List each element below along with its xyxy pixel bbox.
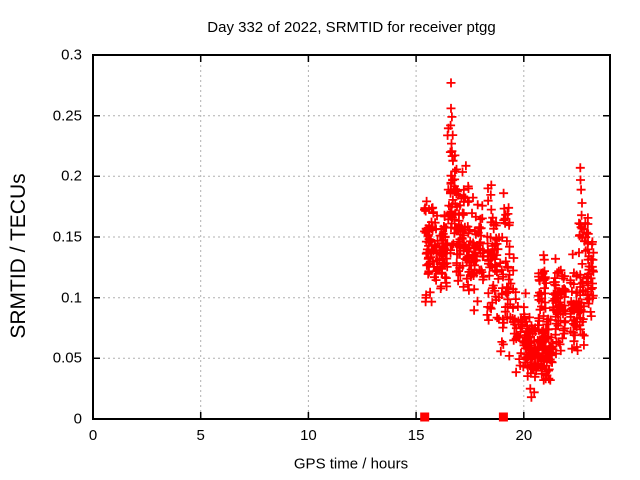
chart-title: Day 332 of 2022, SRMTID for receiver ptg… <box>207 19 496 36</box>
scatter-points <box>420 78 598 402</box>
y-tick-label: 0.3 <box>61 46 82 64</box>
y-tick-label: 0.15 <box>52 228 82 246</box>
axis-marker-square <box>498 412 508 422</box>
tick-marks <box>92 54 610 420</box>
x-axis-label: GPS time / hours <box>293 455 409 473</box>
y-tick-label: 0 <box>73 410 82 428</box>
y-tick-label: 0.05 <box>52 349 82 367</box>
y-tick-label: 0.25 <box>52 107 82 125</box>
axis-marker-square <box>420 412 430 422</box>
x-tick-label: 20 <box>515 427 533 444</box>
x-tick-label: 0 <box>88 427 98 444</box>
y-tick-label: 0.2 <box>61 167 82 185</box>
y-tick-label: 0.1 <box>61 289 82 307</box>
x-tick-label: 10 <box>300 427 317 444</box>
x-tick-label: 5 <box>196 427 205 444</box>
gridlines <box>93 55 610 419</box>
x-tick-label: 15 <box>407 427 425 444</box>
